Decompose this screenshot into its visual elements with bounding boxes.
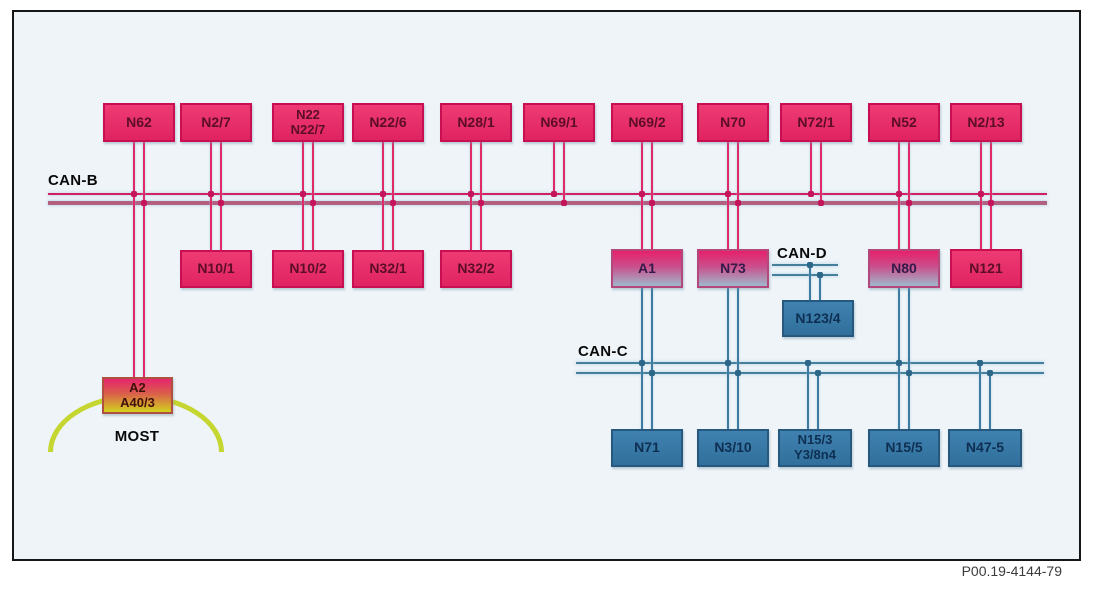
node-n15-3-y3-8n4: N15/3 Y3/8n4 [778, 429, 852, 467]
node-n80: N80 [868, 249, 940, 288]
junction-dot [218, 200, 224, 206]
wire-n80-n15-5-right [908, 288, 910, 429]
junction-dot [808, 191, 814, 197]
node-n2-13: N2/13 [950, 103, 1022, 142]
junction-dot [561, 200, 567, 206]
can-b-high-wire [48, 193, 1047, 195]
drawing-number: P00.19-4144-79 [961, 563, 1062, 579]
node-n2-7: N2/7 [180, 103, 252, 142]
junction-dot [725, 360, 731, 366]
wire-n123-4-left [809, 266, 811, 300]
junction-dot [805, 360, 811, 366]
wire-n73-n3-10-right [737, 288, 739, 429]
node-n69-1: N69/1 [523, 103, 595, 142]
junction-dot [300, 191, 306, 197]
wire-n47-5-left [979, 364, 981, 429]
wire-n69-1-left [553, 142, 555, 195]
wire-n2-13-right [990, 142, 992, 250]
node-n69-2: N69/2 [611, 103, 683, 142]
junction-dot [649, 200, 655, 206]
node-n22-6: N22/6 [352, 103, 424, 142]
can-c-label: CAN-C [578, 343, 628, 360]
node-n22-n22-7: N22 N22/7 [272, 103, 344, 142]
junction-dot [987, 370, 993, 376]
junction-dot [807, 262, 813, 268]
node-n52: N52 [868, 103, 940, 142]
wire-n72-1-left [810, 142, 812, 195]
wire-n123-4-right [819, 276, 821, 300]
junction-dot [380, 191, 386, 197]
wire-n15-3-left [807, 364, 809, 429]
junction-dot [310, 200, 316, 206]
junction-dot [906, 200, 912, 206]
wire-n62-a2-right [143, 142, 145, 377]
node-a1: A1 [611, 249, 683, 288]
junction-dot [639, 191, 645, 197]
wire-n70-right [737, 142, 739, 250]
wire-n62-a2-left [133, 142, 135, 377]
node-n32-2: N32/2 [440, 250, 512, 288]
junction-dot [141, 200, 147, 206]
node-n47-5: N47-5 [948, 429, 1022, 467]
junction-dot [815, 370, 821, 376]
junction-dot [551, 191, 557, 197]
wire-n22-right [312, 142, 314, 250]
junction-dot [817, 272, 823, 278]
junction-dot [988, 200, 994, 206]
node-n73: N73 [697, 249, 769, 288]
junction-dot [735, 370, 741, 376]
junction-dot [906, 370, 912, 376]
node-n10-2: N10/2 [272, 250, 344, 288]
node-n71: N71 [611, 429, 683, 467]
wire-n69-2-right [651, 142, 653, 250]
wire-n28-1-right [480, 142, 482, 250]
can-b-low-wire [48, 201, 1047, 205]
wire-n2-7-right [220, 142, 222, 250]
can-d-label: CAN-D [777, 245, 827, 262]
can-d-high-wire [772, 264, 838, 266]
junction-dot [977, 360, 983, 366]
node-a2-a40-3: A2 A40/3 [102, 377, 173, 414]
junction-dot [735, 200, 741, 206]
junction-dot [818, 200, 824, 206]
node-n62: N62 [103, 103, 175, 142]
junction-dot [639, 360, 645, 366]
node-n32-1: N32/1 [352, 250, 424, 288]
node-n28-1: N28/1 [440, 103, 512, 142]
wire-n47-5-right [989, 374, 991, 429]
junction-dot [978, 191, 984, 197]
node-n123-4: N123/4 [782, 300, 854, 337]
node-n72-1: N72/1 [780, 103, 852, 142]
junction-dot [725, 191, 731, 197]
junction-dot [390, 200, 396, 206]
junction-dot [131, 191, 137, 197]
wire-n15-3-right [817, 374, 819, 429]
node-n70: N70 [697, 103, 769, 142]
wire-n22-6-right [392, 142, 394, 250]
junction-dot [896, 191, 902, 197]
wire-n80-n15-5-left [898, 288, 900, 429]
node-n10-1: N10/1 [180, 250, 252, 288]
node-n15-5: N15/5 [868, 429, 940, 467]
wire-n52-right [908, 142, 910, 250]
junction-dot [478, 200, 484, 206]
wire-n72-1-right [820, 142, 822, 205]
wire-a1-n71-right [651, 288, 653, 429]
wire-a1-n71-left [641, 288, 643, 429]
node-n3-10: N3/10 [697, 429, 769, 467]
can-b-label: CAN-B [48, 172, 98, 189]
junction-dot [896, 360, 902, 366]
wire-n73-n3-10-left [727, 288, 729, 429]
can-d-low-wire [772, 274, 838, 276]
junction-dot [208, 191, 214, 197]
can-c-low-wire [576, 372, 1044, 374]
wire-n69-1-right [563, 142, 565, 205]
node-n121: N121 [950, 249, 1022, 288]
junction-dot [468, 191, 474, 197]
junction-dot [649, 370, 655, 376]
